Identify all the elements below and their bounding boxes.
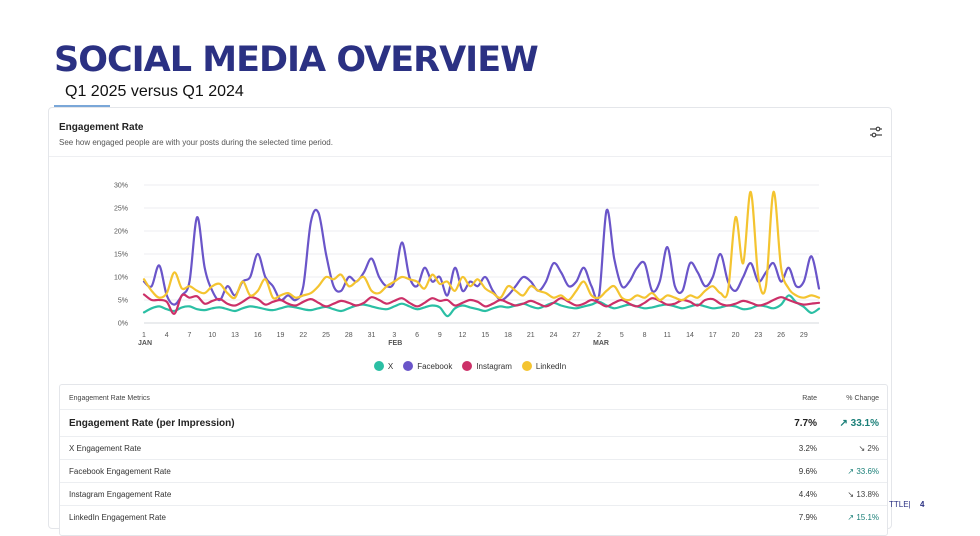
x-tick-label: 7 bbox=[188, 332, 192, 339]
x-tick-label: 4 bbox=[165, 332, 169, 339]
metric-change: ↘ 13.8% bbox=[847, 490, 879, 499]
metrics-header-rate: Rate bbox=[802, 395, 817, 402]
metric-label: Instagram Engagement Rate bbox=[69, 490, 172, 499]
legend-swatch bbox=[373, 361, 384, 371]
x-tick-label: 27 bbox=[572, 332, 580, 339]
x-tick-label: 6 bbox=[415, 332, 419, 339]
month-label: FEB bbox=[388, 340, 402, 347]
x-tick-label: 17 bbox=[709, 332, 717, 339]
month-label: JAN bbox=[138, 340, 152, 347]
metric-label: LinkedIn Engagement Rate bbox=[69, 513, 166, 522]
x-tick-label: 13 bbox=[231, 332, 239, 339]
metrics-header-change: % Change bbox=[846, 395, 879, 402]
metric-change: ↘ 2% bbox=[858, 444, 880, 453]
metric-change: ↗ 33.6% bbox=[847, 467, 879, 476]
series-line-instagram bbox=[142, 293, 821, 315]
legend-swatch bbox=[403, 361, 414, 371]
metric-rate: 3.2% bbox=[798, 444, 817, 453]
x-tick-label: 28 bbox=[345, 332, 353, 339]
x-tick-label: 31 bbox=[368, 332, 376, 339]
chart-legend: X Facebook Instagram LinkedIn bbox=[49, 361, 891, 373]
x-tick-label: 14 bbox=[686, 332, 694, 339]
metric-rate: 9.6% bbox=[798, 467, 817, 476]
slide-title: SOCIAL MEDIA OVERVIEW bbox=[54, 40, 539, 80]
y-tick-label: 15% bbox=[114, 252, 128, 259]
metric-label: X Engagement Rate bbox=[69, 444, 142, 453]
y-tick-label: 10% bbox=[114, 275, 128, 282]
card-description: See how engaged people are with your pos… bbox=[59, 138, 333, 147]
x-tick-label: 25 bbox=[322, 332, 330, 339]
x-tick-label: 3 bbox=[392, 332, 396, 339]
y-tick-label: 30% bbox=[114, 183, 128, 190]
main-metric-label: Engagement Rate (per Impression) bbox=[69, 418, 235, 429]
card-header-divider bbox=[49, 156, 891, 157]
x-tick-label: 12 bbox=[459, 332, 467, 339]
month-label: MAR bbox=[593, 340, 609, 347]
sliders-icon[interactable] bbox=[869, 126, 883, 138]
x-tick-label: 8 bbox=[643, 332, 647, 339]
x-tick-label: 23 bbox=[754, 332, 762, 339]
y-tick-label: 5% bbox=[118, 298, 128, 305]
x-tick-label: 29 bbox=[800, 332, 808, 339]
engagement-card: Engagement Rate See how engaged people a… bbox=[48, 107, 892, 536]
main-metric-rate: 7.7% bbox=[794, 418, 817, 429]
metric-rate: 4.4% bbox=[798, 490, 817, 499]
metrics-divider bbox=[60, 505, 887, 506]
legend-label: LinkedIn bbox=[535, 361, 567, 371]
metric-label: Facebook Engagement Rate bbox=[69, 467, 171, 476]
x-tick-label: 11 bbox=[664, 332, 671, 339]
x-tick-label: 21 bbox=[527, 332, 535, 339]
page-number: 4 bbox=[920, 500, 925, 509]
main-metric-change: ↗ 33.1% bbox=[839, 418, 879, 429]
x-tick-label: 26 bbox=[777, 332, 785, 339]
series-line-x bbox=[142, 294, 821, 318]
x-tick-label: 2 bbox=[597, 332, 601, 339]
y-tick-label: 20% bbox=[114, 229, 128, 236]
x-tick-label: 22 bbox=[299, 332, 307, 339]
y-tick-label: 25% bbox=[114, 206, 128, 213]
x-tick-label: 1 bbox=[142, 332, 146, 339]
x-tick-label: 10 bbox=[208, 332, 216, 339]
x-tick-label: 5 bbox=[620, 332, 624, 339]
x-tick-label: 24 bbox=[550, 332, 558, 339]
x-tick-label: 18 bbox=[504, 332, 512, 339]
metrics-divider bbox=[60, 482, 887, 483]
metric-change: ↗ 15.1% bbox=[847, 513, 879, 522]
metrics-table: Engagement Rate Metrics Rate % Change En… bbox=[59, 384, 888, 536]
legend-label: Facebook bbox=[417, 361, 453, 371]
x-tick-label: 16 bbox=[254, 332, 262, 339]
x-tick-label: 19 bbox=[277, 332, 285, 339]
series-line-linkedin bbox=[142, 190, 821, 302]
footer-text: TTLE| bbox=[889, 500, 911, 509]
engagement-line-chart: 0%5%10%15%20%25%30%1 4 7 10 13 16 19 22 25 28 31 3 6… bbox=[114, 183, 821, 347]
series-line-facebook bbox=[142, 208, 821, 306]
metrics-divider bbox=[60, 409, 887, 410]
subtitle-underline bbox=[54, 105, 110, 107]
x-tick-label: 9 bbox=[438, 332, 442, 339]
y-tick-label: 0% bbox=[118, 321, 128, 328]
x-tick-label: 15 bbox=[481, 332, 489, 339]
legend-item-instagram[interactable]: Instagram bbox=[462, 361, 512, 371]
metrics-header-label: Engagement Rate Metrics bbox=[69, 395, 150, 402]
legend-item-x[interactable]: X bbox=[373, 361, 394, 371]
metric-rate: 7.9% bbox=[798, 513, 817, 522]
legend-swatch bbox=[462, 361, 473, 371]
legend-item-linkedin[interactable]: LinkedIn bbox=[521, 361, 567, 371]
card-header: Engagement Rate See how engaged people a… bbox=[59, 122, 333, 147]
legend-label: Instagram bbox=[476, 361, 512, 371]
legend-item-facebook[interactable]: Facebook bbox=[403, 361, 452, 371]
metrics-divider bbox=[60, 436, 887, 437]
legend-label: X bbox=[387, 361, 394, 371]
card-title: Engagement Rate bbox=[59, 122, 144, 133]
legend-swatch bbox=[521, 361, 532, 371]
x-tick-label: 20 bbox=[732, 332, 740, 339]
slide-subtitle: Q1 2025 versus Q1 2024 bbox=[65, 83, 244, 100]
metrics-divider bbox=[60, 459, 887, 460]
